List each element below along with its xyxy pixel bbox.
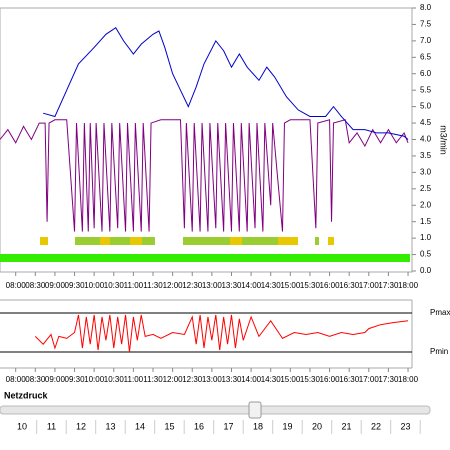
status	[328, 237, 334, 245]
x-tick-label: 14:00	[241, 281, 262, 290]
y-tick-label: 5.0	[420, 102, 432, 111]
x-tick-label: 08:30	[25, 281, 46, 290]
slider-thumb[interactable]	[248, 401, 262, 419]
x-tick-label: 13:00	[202, 281, 223, 290]
y-tick-label: 7.0	[420, 36, 432, 45]
y-tick-label: 1.0	[420, 233, 432, 242]
x-tick-label: 12:30	[182, 281, 203, 290]
slider-label: Netzdruck	[4, 390, 49, 400]
scale-label: 20	[312, 421, 322, 431]
scale-label: 11	[47, 421, 56, 431]
x-tick-label: 16:00	[320, 281, 341, 290]
y-tick-label: 3.0	[420, 167, 432, 176]
x-tick-label: 15:30	[300, 375, 321, 384]
x-tick-label: 16:30	[339, 281, 360, 290]
y-tick-label: 2.0	[420, 200, 432, 209]
x-tick-label: 08:00	[6, 281, 27, 290]
status	[278, 237, 298, 245]
x-tick-label: 13:30	[221, 281, 242, 290]
scale-label: 13	[105, 421, 115, 431]
x-tick-label: 13:30	[221, 375, 242, 384]
x-tick-label: 08:00	[6, 375, 27, 384]
x-tick-label: 10:00	[84, 375, 105, 384]
x-tick-label: 11:00	[124, 281, 144, 290]
y-tick-label: 3.5	[420, 151, 432, 160]
x-tick-label: 12:00	[163, 375, 184, 384]
x-tick-label: 12:30	[182, 375, 203, 384]
limit-label: Pmin	[430, 347, 448, 356]
scale-label: 14	[135, 421, 145, 431]
x-tick-label: 12:00	[163, 281, 184, 290]
scale-label: 12	[76, 421, 86, 431]
x-tick-label: 16:00	[320, 375, 341, 384]
data-line	[34, 314, 409, 353]
x-tick-label: 08:30	[25, 375, 46, 384]
status	[75, 237, 155, 245]
y-tick-label: 5.5	[420, 85, 432, 94]
x-tick-label: 09:30	[65, 281, 86, 290]
x-tick-label: 16:30	[339, 375, 360, 384]
top-chart: 08:00 08:30 09:00 09:30 10:00 10:30 11:00 11:30…	[0, 3, 449, 290]
x-tick-label: 15:30	[300, 281, 321, 290]
y-tick-label: 2.5	[420, 184, 432, 193]
x-tick-label: 09:00	[45, 281, 66, 290]
x-tick-label: 11:00	[124, 375, 144, 384]
scale-label: 10	[17, 421, 27, 431]
scale-label: 23	[400, 421, 410, 431]
scale-label: 19	[282, 421, 292, 431]
y-tick-label: 6.5	[420, 52, 432, 61]
status	[40, 237, 48, 245]
scale-label: 17	[223, 421, 233, 431]
x-tick-label: 11:30	[143, 375, 163, 384]
y-tick-label: 8.0	[420, 3, 432, 12]
y-tick-label: 6.0	[420, 69, 432, 78]
scale-label: 21	[341, 421, 351, 431]
status-band	[0, 254, 410, 262]
x-tick-label: 14:00	[241, 375, 262, 384]
pressure-chart: 08:00 08:30 09:00 09:30 10:00 10:30 11:00 11:30…	[0, 308, 450, 384]
scale-label: 22	[371, 421, 381, 431]
slider-scale: 10 11 12 13 14 15 16 17 18 19 20 21 22 23	[17, 420, 421, 434]
y-tick-label: 7.5	[420, 20, 432, 29]
y-axis-label: m3/min	[439, 125, 449, 155]
data-line	[43, 27, 409, 140]
x-tick-label: 14:30	[261, 281, 282, 290]
x-tick-label: 10:30	[104, 281, 125, 290]
scale-label: 16	[194, 421, 204, 431]
x-tick-label: 14:30	[261, 375, 282, 384]
data-line	[0, 119, 409, 232]
x-tick-label: 17:30	[378, 281, 399, 290]
status	[100, 237, 110, 245]
y-tick-label: 4.5	[420, 118, 432, 127]
status	[315, 237, 319, 245]
slider-track[interactable]	[0, 405, 431, 415]
y-tick-label: 1.5	[420, 217, 432, 226]
status	[230, 237, 242, 245]
x-tick-label: 17:30	[378, 375, 399, 384]
status-strip	[40, 237, 334, 245]
x-tick-label: 10:30	[104, 375, 125, 384]
y-tick-label: 0.5	[420, 250, 432, 259]
x-tick-label: 17:00	[359, 375, 380, 384]
x-tick-label: 13:00	[202, 375, 223, 384]
x-tick-label: 10:00	[84, 281, 105, 290]
scale-label: 18	[253, 421, 263, 431]
scale-label: 15	[164, 421, 174, 431]
y-tick-label: 4.0	[420, 135, 432, 144]
status	[130, 237, 142, 245]
x-tick-label: 17:00	[359, 281, 380, 290]
x-tick-label: 09:30	[65, 375, 86, 384]
limit-label: Pmax	[430, 308, 450, 317]
x-tick-label: 09:00	[45, 375, 66, 384]
x-tick-label: 15:00	[280, 281, 301, 290]
y-tick-label: 0.0	[420, 266, 432, 275]
x-tick-label: 18:00	[398, 375, 419, 384]
x-tick-label: 18:00	[398, 281, 419, 290]
x-tick-label: 15:00	[280, 375, 301, 384]
x-tick-label: 11:30	[143, 281, 163, 290]
